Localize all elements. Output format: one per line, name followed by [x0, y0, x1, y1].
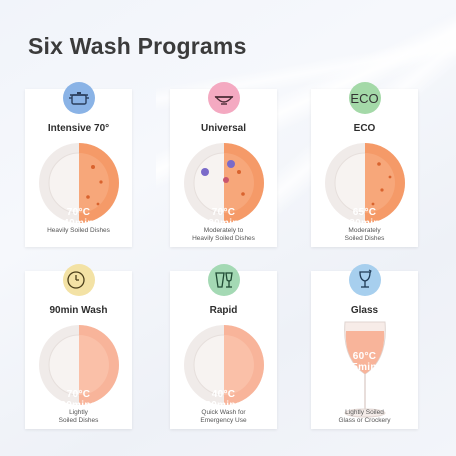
wine-glass-icon	[348, 264, 381, 296]
duration: 30mins	[205, 400, 242, 411]
description: Quick Wash for Emergency Use	[200, 409, 247, 424]
description: Moderately Soiled Dishes	[344, 227, 385, 242]
program-card-90min: 90min Wash 70°C 90mins Lightly Soiled Di…	[25, 264, 132, 429]
temperature: 70°C	[211, 207, 236, 218]
program-name: 90min Wash	[49, 305, 108, 316]
program-card-rapid: Rapid 40°C 30mins Quick Wash for Emergen…	[170, 264, 277, 429]
program-card-universal: Universal 70°C 120mins Moderately to Hea…	[170, 82, 277, 247]
eco-icon: ECO	[348, 82, 381, 114]
plate-illustration	[183, 324, 265, 406]
plate-illustration	[183, 142, 265, 224]
page-title: Six Wash Programs	[28, 33, 247, 59]
description: Lightly Soiled Glass or Crockery	[338, 409, 391, 424]
plate-illustration	[324, 142, 406, 224]
temperature: 65°C	[352, 207, 377, 218]
bowl-icon	[207, 82, 240, 114]
duration: 140mins	[57, 218, 100, 229]
duration: 120mins	[202, 218, 245, 229]
pot-icon	[62, 82, 95, 114]
duration: 75mins	[346, 362, 383, 373]
program-card-intensive: Intensive 70° 70°C 140mins Heavily Soile…	[25, 82, 132, 247]
duration: 90mins	[60, 400, 97, 411]
description: Moderately to Heavily Soiled Dishes	[192, 227, 255, 242]
description: Lightly Soiled Dishes	[58, 409, 99, 424]
program-card-eco: ECO ECO 65°C 230mins Moderately Soiled D…	[311, 82, 418, 247]
program-card-glass: Glass 60°C 75mins Lightly Soiled Glass o…	[311, 264, 418, 429]
plate-illustration	[38, 142, 120, 224]
plate-illustration	[38, 324, 120, 406]
temperature: 60°C	[352, 351, 377, 362]
duration: 230mins	[343, 218, 386, 229]
program-name: Universal	[200, 123, 247, 134]
program-name: Glass	[350, 305, 379, 316]
program-name: Rapid	[209, 305, 238, 316]
cup-glass-icon	[207, 264, 240, 296]
program-name: ECO	[353, 123, 376, 134]
temperature: 70°C	[66, 389, 91, 400]
temperature: 70°C	[66, 207, 91, 218]
program-name: Intensive 70°	[47, 123, 110, 134]
clock-icon	[62, 264, 95, 296]
wine-glass-illustration	[330, 319, 400, 419]
description: Heavily Soiled Dishes	[47, 227, 110, 234]
temperature: 40°C	[211, 389, 236, 400]
